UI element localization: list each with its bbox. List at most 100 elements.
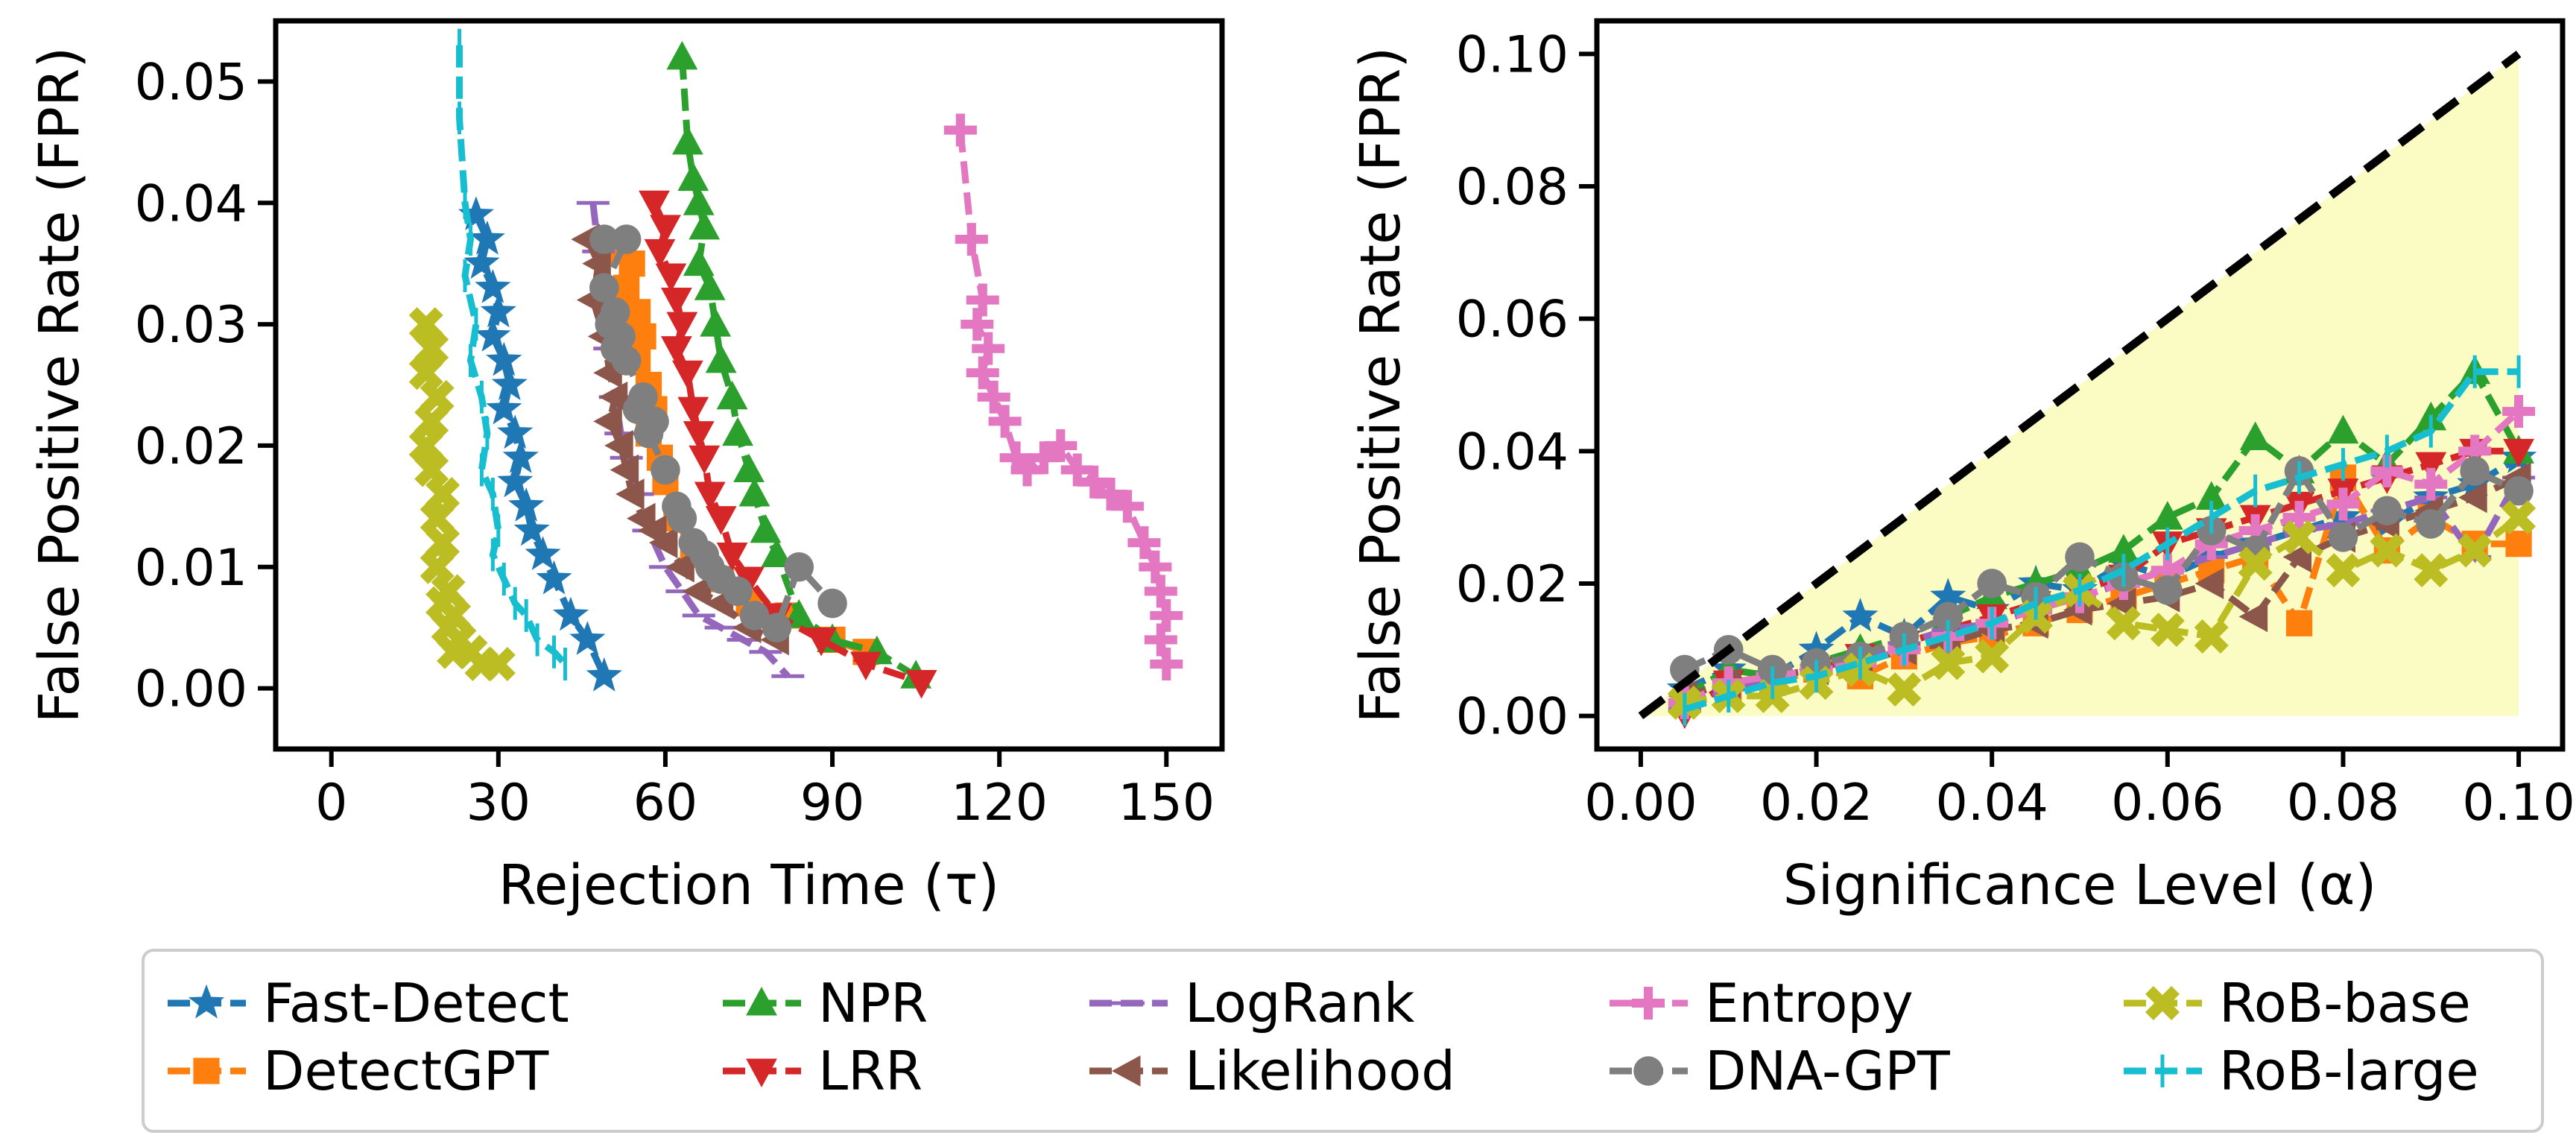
left-point-likelihood bbox=[665, 551, 694, 583]
right-x-tick-label: 0.08 bbox=[2287, 774, 2399, 832]
left-point-rob-base bbox=[408, 355, 443, 391]
left-point-fast-detect bbox=[502, 438, 539, 473]
left-point-dna-gpt bbox=[817, 588, 847, 619]
left-point-dna-gpt bbox=[611, 224, 642, 254]
left-point-npr bbox=[683, 186, 715, 215]
right-point-dna-gpt bbox=[1933, 601, 1963, 632]
right-point-rob-base bbox=[2414, 553, 2449, 588]
left-point-entropy bbox=[943, 113, 977, 147]
left-point-lrr bbox=[849, 651, 882, 681]
left-point-entropy bbox=[1150, 598, 1183, 632]
legend-label: DetectGPT bbox=[263, 1040, 549, 1102]
left-point-dna-gpt bbox=[633, 418, 664, 449]
legend-marker bbox=[193, 1058, 220, 1084]
left-point-rob-base bbox=[420, 549, 455, 584]
left-series-rob-base bbox=[408, 307, 516, 682]
left-point-likelihood bbox=[610, 454, 639, 486]
legend-item-logrank: LogRank bbox=[1089, 972, 1415, 1034]
legend-label: RoB-base bbox=[2219, 972, 2471, 1034]
legend-marker bbox=[188, 984, 225, 1019]
left-point-likelihood bbox=[682, 575, 712, 607]
legend-marker bbox=[746, 987, 777, 1016]
left-series-dna-gpt bbox=[589, 224, 847, 642]
legend-item-dna-gpt: DNA-GPT bbox=[1610, 1040, 1951, 1102]
left-plot-area bbox=[408, 28, 1183, 699]
left-point-dna-gpt bbox=[589, 224, 619, 254]
left-point-fast-detect bbox=[475, 268, 511, 303]
right-point-rob-base bbox=[2501, 500, 2537, 535]
left-point-fast-detect bbox=[497, 463, 534, 498]
left-point-likelihood bbox=[648, 527, 678, 559]
legend-marker bbox=[2145, 986, 2180, 1020]
right-point-npr bbox=[2239, 421, 2271, 451]
left-point-entropy bbox=[1139, 550, 1172, 584]
left-point-lrr bbox=[683, 421, 715, 450]
legend-frame bbox=[142, 949, 2544, 1133]
legend-label: LogRank bbox=[1185, 972, 1415, 1034]
left-point-npr bbox=[671, 125, 703, 155]
right-point-rob-base bbox=[1887, 672, 1922, 707]
left-point-fast-detect bbox=[486, 390, 522, 425]
left-x-axis-label: Rejection Time (τ) bbox=[499, 853, 1000, 917]
right-point-entropy bbox=[2414, 467, 2448, 501]
right-point-dna-gpt bbox=[2460, 456, 2490, 486]
diagonal-reference-line bbox=[1638, 51, 2522, 719]
left-point-npr bbox=[716, 380, 748, 410]
left-point-rob-base bbox=[425, 477, 461, 512]
right-point-dna-gpt bbox=[2153, 575, 2183, 605]
left-point-lrr bbox=[694, 481, 726, 511]
right-point-dna-gpt bbox=[1977, 569, 2007, 598]
right-point-dna-gpt bbox=[2372, 496, 2402, 526]
left-point-entropy bbox=[1144, 575, 1177, 608]
legend-item-fast-detect: Fast-Detect bbox=[168, 972, 569, 1034]
left-point-fast-detect bbox=[508, 487, 545, 522]
left-point-npr bbox=[666, 40, 698, 70]
right-point-lrr bbox=[2415, 452, 2447, 481]
left-y-tick-label: 0.04 bbox=[135, 174, 247, 233]
legend-item-npr: NPR bbox=[723, 972, 928, 1034]
left-point-entropy bbox=[1027, 441, 1060, 475]
left-point-lrr bbox=[660, 336, 692, 365]
right-point-detectgpt bbox=[2505, 531, 2532, 557]
left-point-lrr bbox=[677, 396, 709, 426]
right-point-dna-gpt bbox=[2504, 475, 2534, 506]
legend-label: Fast-Detect bbox=[263, 972, 569, 1034]
right-x-tick-label: 0.02 bbox=[1760, 774, 1873, 832]
left-point-entropy bbox=[966, 356, 999, 390]
left-point-dna-gpt bbox=[667, 503, 697, 534]
left-point-dna-gpt bbox=[784, 552, 814, 582]
legend-label: NPR bbox=[818, 972, 928, 1034]
left-point-fast-detect bbox=[491, 366, 528, 400]
left-series-rob-large bbox=[456, 28, 568, 681]
left-point-entropy bbox=[1010, 453, 1044, 487]
right-point-rob-base bbox=[2370, 533, 2405, 568]
left-point-fast-detect bbox=[513, 511, 550, 546]
left-point-npr bbox=[677, 162, 709, 192]
legend-item-rob-large: RoB-large bbox=[2124, 1040, 2479, 1102]
left-point-npr bbox=[761, 538, 793, 567]
legend-label: Entropy bbox=[1705, 972, 1914, 1034]
left-point-detectgpt bbox=[618, 250, 645, 277]
right-point-entropy bbox=[2282, 501, 2316, 534]
significance-level-panel: 0.00 0.02 0.04 0.06 0.08 0.10 0.00 0.02 0.04 0.06… bbox=[1349, 18, 2575, 917]
left-point-fast-detect bbox=[486, 341, 522, 376]
right-point-npr bbox=[2327, 414, 2359, 444]
right-point-fast-detect bbox=[1930, 578, 1966, 613]
right-y-tick-label: 0.10 bbox=[1456, 25, 1569, 84]
left-point-lrr bbox=[666, 312, 698, 341]
left-y-tick-label: 0.05 bbox=[135, 53, 247, 112]
left-point-lrr bbox=[644, 238, 676, 268]
right-line-npr bbox=[1683, 366, 2522, 699]
right-x-tick-label: 0.06 bbox=[2111, 774, 2224, 832]
left-x-tick-label: 30 bbox=[466, 774, 531, 832]
left-series-fast-detect bbox=[458, 196, 622, 692]
left-point-fast-detect bbox=[475, 317, 511, 352]
right-line-rob-large bbox=[1683, 368, 2519, 713]
right-point-rob-base bbox=[2150, 613, 2185, 648]
left-point-rob-base bbox=[408, 307, 443, 342]
legend-item-rob-base: RoB-base bbox=[2124, 972, 2471, 1034]
right-point-rob-base bbox=[2106, 606, 2141, 641]
left-point-npr bbox=[738, 478, 770, 507]
